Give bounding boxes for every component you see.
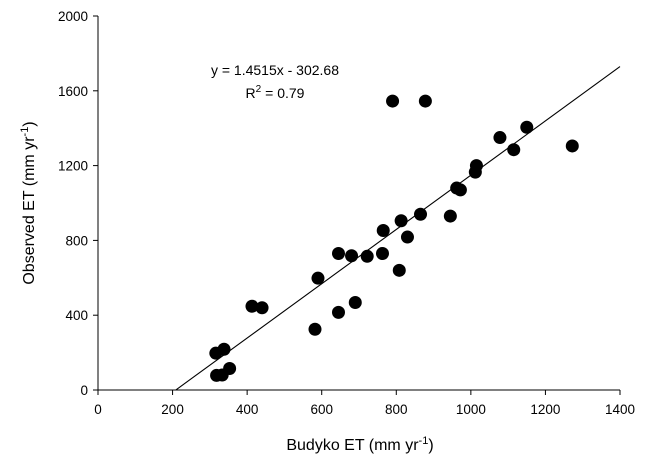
- ticks: 0 200 400 600 800 1000 1200 1400 0 400 800 1200 1600…: [58, 9, 635, 417]
- data-point: [394, 214, 408, 228]
- y-tick-label: 400: [65, 308, 88, 323]
- data-point: [453, 183, 467, 197]
- y-tick-label: 800: [65, 233, 88, 248]
- data-point: [469, 159, 483, 173]
- data-point: [565, 139, 579, 153]
- x-tick-label: 1200: [530, 402, 560, 417]
- data-point: [375, 246, 389, 260]
- data-point: [493, 131, 507, 145]
- y-tick-label: 1600: [58, 84, 88, 99]
- r-squared: R2 = 0.79: [246, 84, 305, 101]
- y-axis-title: Observed ET (mm yr-1): [19, 121, 38, 284]
- data-point: [443, 209, 457, 223]
- data-point: [386, 94, 400, 108]
- axes: [97, 16, 620, 391]
- data-point: [376, 223, 390, 237]
- x-tick-label: 0: [94, 402, 102, 417]
- x-axis-title: Budyko ET (mm yr-1): [286, 435, 433, 454]
- x-tick-label: 1400: [605, 402, 635, 417]
- data-point: [414, 207, 428, 221]
- y-tick-label: 2000: [58, 9, 88, 24]
- data-point: [348, 295, 362, 309]
- fit-equation: y = 1.4515x - 302.68: [211, 62, 339, 78]
- data-point: [507, 143, 521, 157]
- data-point: [311, 271, 325, 285]
- data-point: [345, 249, 359, 263]
- data-points: [209, 94, 579, 382]
- x-tick-label: 800: [385, 402, 408, 417]
- x-tick-label: 1000: [456, 402, 486, 417]
- data-point: [400, 230, 414, 244]
- data-point: [360, 249, 374, 263]
- data-point: [520, 120, 534, 134]
- x-tick-label: 600: [310, 402, 333, 417]
- x-tick-label: 200: [161, 402, 184, 417]
- data-point: [331, 305, 345, 319]
- data-point: [331, 246, 345, 260]
- data-point: [255, 301, 269, 315]
- regression-line: [175, 66, 621, 391]
- y-tick-label: 0: [80, 383, 88, 398]
- data-point: [217, 342, 231, 356]
- data-point: [392, 263, 406, 277]
- y-tick-label: 1200: [58, 159, 88, 174]
- data-point: [223, 361, 237, 375]
- data-point: [308, 322, 322, 336]
- fit-line-group: [175, 66, 621, 391]
- data-point: [245, 299, 259, 313]
- x-tick-label: 400: [236, 402, 259, 417]
- data-point: [418, 94, 432, 108]
